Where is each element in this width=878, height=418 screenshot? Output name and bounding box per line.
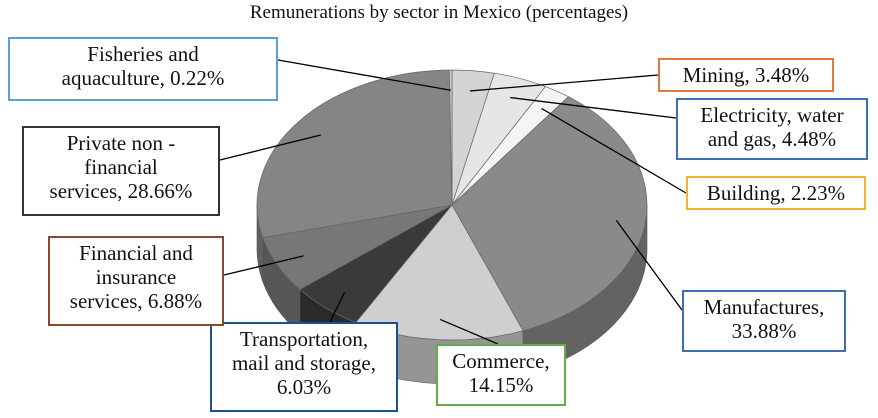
data-label-line: financial (84, 155, 158, 179)
data-label-line: Financial and (79, 241, 193, 265)
leader-line-commerce (439, 318, 499, 345)
data-label-private-non-financial-services: Private non - financial services, 28.66% (22, 126, 220, 216)
data-label-line: Private non - (66, 131, 176, 155)
data-label-line: services, 28.66% (49, 179, 193, 203)
leader-line-private-non-financial-services (219, 134, 321, 161)
leader-line-financial-and-insurance-services (223, 255, 304, 276)
leader-line-mining (470, 74, 659, 92)
data-label-line: 14.15% (468, 373, 534, 397)
data-label-line: 6.03% (276, 375, 332, 399)
data-label-line: Manufactures, (703, 295, 825, 319)
pie-slice-fisheries-and-aquaculture (448, 69, 453, 206)
data-label-electricity-water-and-gas: Electricity, water and gas, 4.48% (676, 98, 868, 160)
chart-title: Remunerations by sector in Mexico (perce… (249, 2, 629, 23)
data-label-financial-and-insurance-services: Financial and insurance services, 6.88% (48, 236, 224, 326)
data-label-line: mail and storage, (231, 351, 377, 375)
pie-slice-manufactures (451, 96, 648, 332)
data-label-fisheries-and-aquaculture: Fisheries and aquaculture, 0.22% (8, 37, 278, 101)
data-label-manufactures: Manufactures, 33.88% (682, 290, 846, 352)
leader-line-fisheries-and-aquaculture (277, 59, 451, 91)
data-label-line: and gas, 4.48% (707, 127, 837, 151)
data-label-line: 33.88% (731, 319, 797, 343)
leader-line-building (541, 107, 687, 194)
leader-line-electricity-water-and-gas (510, 96, 677, 119)
leader-line-transportation-mail-and-storage (329, 292, 346, 323)
data-label-building: Building, 2.23% (686, 176, 866, 210)
data-label-line: Electricity, water (700, 103, 844, 127)
leader-line-manufactures (615, 219, 683, 311)
data-label-line: services, 6.88% (69, 289, 203, 313)
data-label-line: Fisheries and (87, 42, 199, 66)
data-label-line: insurance (95, 265, 177, 289)
data-label-commerce: Commerce, 14.15% (436, 344, 566, 406)
data-label-line: Building, 2.23% (706, 181, 846, 205)
data-label-transportation-mail-and-storage: Transportation, mail and storage, 6.03% (210, 322, 398, 412)
data-label-line: Mining, 3.48% (682, 63, 810, 87)
data-label-line: Transportation, (239, 327, 369, 351)
data-label-line: Commerce, (452, 349, 550, 373)
pie-slice-private-non-financial-services (256, 69, 453, 238)
data-label-mining: Mining, 3.48% (658, 58, 834, 92)
data-label-line: aquaculture, 0.22% (61, 66, 225, 90)
